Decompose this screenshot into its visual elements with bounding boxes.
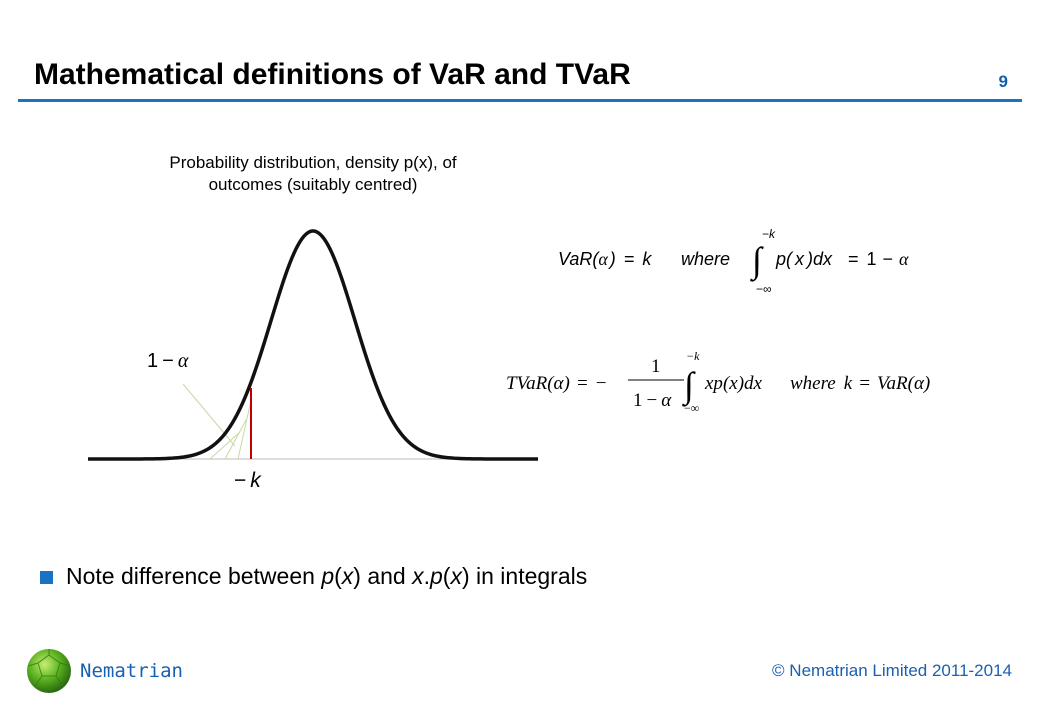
var-lower-limit: −∞ xyxy=(756,282,772,296)
tvar-where-clause: where k = VaR(α) xyxy=(790,373,930,394)
bullet-text-part: ( xyxy=(334,563,342,589)
bullet-text-part: ) and xyxy=(353,563,413,589)
bullet-marker xyxy=(40,571,53,584)
bullet-text-part: ) in integrals xyxy=(461,563,588,589)
var-formula: VaR(α) = k where −k ∫ −∞ p(x)dx = 1− α xyxy=(558,227,909,296)
bullet-text-p: p xyxy=(430,563,443,589)
tvar-integrand: xp(x)dx xyxy=(704,373,763,394)
tvar-formula: TVaR(α) = − 1 1− α −k ∫ −∞ xp(x)dx where k = V… xyxy=(506,349,930,415)
brand-name: Nematrian xyxy=(80,660,183,682)
slide-title: Mathematical definitions of VaR and TVaR xyxy=(34,58,631,91)
tvar-numerator: 1 xyxy=(651,356,661,377)
var-where: where xyxy=(681,249,730,269)
density-curve xyxy=(88,229,538,461)
var-lhs: VaR(α) = k xyxy=(558,249,652,269)
nematrian-logo-icon xyxy=(27,649,71,693)
var-integral-sign: ∫ xyxy=(750,240,764,282)
bullet-note: Note difference between p(x) and x.p(x) … xyxy=(66,563,587,590)
k-label: − k xyxy=(234,469,262,492)
figure-caption-line1: Probability distribution, density p(x), … xyxy=(169,153,457,172)
tvar-lower-limit: −∞ xyxy=(684,401,699,415)
bullet-text-part: ( xyxy=(442,563,451,589)
tvar-upper-limit: −k xyxy=(686,349,700,363)
bullet-text-p: p xyxy=(321,563,335,589)
figure-caption-line2: outcomes (suitably centred) xyxy=(208,175,418,194)
bullet-text-x: x xyxy=(412,563,424,589)
tail-hatching xyxy=(182,383,251,460)
tvar-integral-sign: ∫ xyxy=(682,365,696,407)
bullet-text-part: Note difference between xyxy=(66,563,322,589)
tvar-lhs: TVaR(α) = − xyxy=(506,373,607,394)
bullet-text-x: x xyxy=(341,563,354,589)
page-number: 9 xyxy=(998,72,1008,91)
tail-probability-label: 1− α xyxy=(147,350,189,372)
var-upper-limit: −k xyxy=(762,227,776,241)
var-rhs: = 1− α xyxy=(848,249,909,269)
figure-caption: Probability distribution, density p(x), … xyxy=(120,152,506,196)
copyright-text: © Nematrian Limited 2011-2014 xyxy=(772,661,1012,680)
var-integrand: p(x)dx xyxy=(775,249,833,269)
bullet-text-x: x xyxy=(450,563,462,589)
title-divider xyxy=(18,99,1022,102)
bullet-text-part: . xyxy=(423,563,430,589)
tvar-denominator: 1− α xyxy=(633,390,672,411)
